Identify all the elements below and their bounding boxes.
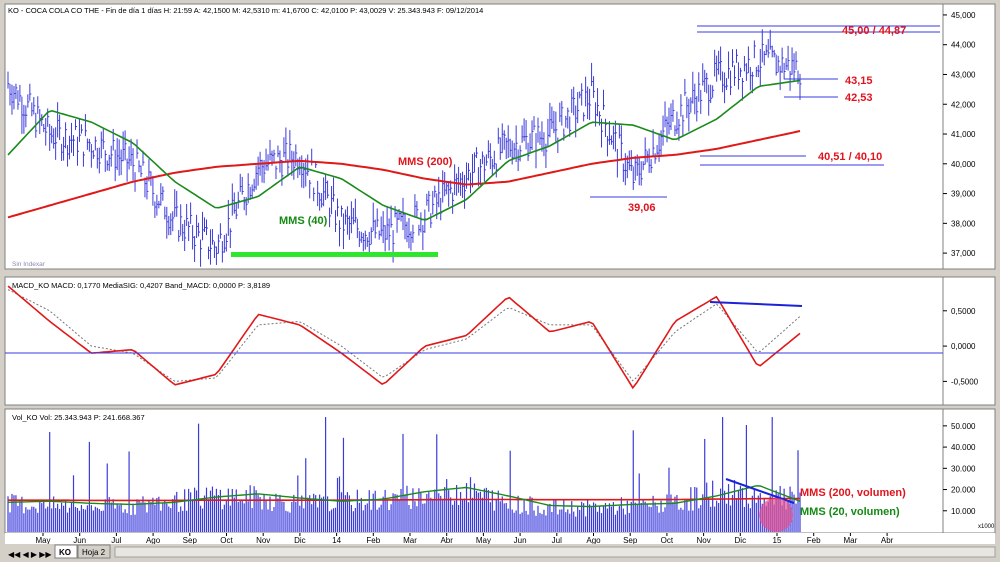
- x-tick-label: Dic: [735, 536, 747, 545]
- indicator-lines: [7, 79, 801, 508]
- y-tick-label: 41,000: [951, 130, 976, 139]
- tab-nav-arrows[interactable]: ◀◀ ◀ ▶ ▶▶: [8, 550, 52, 559]
- x-tick-label: 14: [332, 536, 341, 545]
- volume-axis-bg: [942, 408, 996, 534]
- macd-panel-bg: [4, 276, 944, 406]
- x-tick-label: Mar: [844, 536, 858, 545]
- y-tick-label: 0,0000: [951, 342, 976, 351]
- x-tick-label: 15: [773, 536, 782, 545]
- mms200-line: [7, 130, 801, 219]
- y-tick-label: 20.000: [951, 486, 976, 495]
- mms40-label: MMS (40): [279, 215, 328, 227]
- price-bars: [7, 29, 802, 267]
- x-axis-months: May Jun Jul Ago Sep Oct Nov Dic 14 Feb Mar Abr May Ju…: [35, 533, 894, 545]
- x-tick-label: Mar: [403, 536, 417, 545]
- x-tick-label: Ago: [146, 536, 161, 545]
- date-axis-bg: [5, 533, 995, 544]
- x-tick-label: May: [476, 536, 491, 545]
- volume-trend-line: [725, 478, 795, 504]
- x-tick-label: Jul: [552, 536, 562, 545]
- y-tick-label: 37,000: [951, 249, 976, 258]
- y-tick-label: 39,000: [951, 190, 976, 199]
- volume-mms200-line: [8, 497, 800, 502]
- tab-hoja-2-label[interactable]: Hoja 2: [82, 548, 106, 557]
- x-tick-label: Jul: [111, 536, 121, 545]
- y-tick-label: 40,000: [951, 160, 976, 169]
- y-tick-label: 44,000: [951, 41, 976, 50]
- x-tick-label: Abr: [440, 536, 453, 545]
- y-tick-label: 45,000: [951, 11, 976, 20]
- y-tick-label: 40.000: [951, 443, 976, 452]
- vol-mms20-label: MMS (20, volumen): [800, 506, 900, 518]
- level-label-top: 45,00 / 44,87: [842, 25, 906, 37]
- y-tick-label: 42,000: [951, 100, 976, 109]
- x-tick-label: Ago: [586, 536, 601, 545]
- price-axis-bg: [942, 3, 996, 270]
- x-tick-label: Nov: [256, 536, 270, 545]
- level-label-4315: 43,15: [845, 75, 873, 87]
- unindexed-watermark: Sin Indexar: [12, 261, 46, 268]
- level-label-3906: 39,06: [628, 202, 656, 214]
- y-tick-label: 50.000: [951, 422, 976, 431]
- macd-line: [7, 285, 801, 390]
- level-label-4253: 42,53: [845, 92, 873, 104]
- mms200-label: MMS (200): [398, 156, 453, 168]
- y-tick-label: 10.000: [951, 507, 976, 516]
- x-tick-label: Jun: [514, 536, 527, 545]
- x-tick-label: Feb: [366, 536, 380, 545]
- tab-ko[interactable]: [54, 544, 78, 559]
- volume-highlight-circle: [759, 498, 793, 532]
- level-label-4051: 40,51 / 40,10: [818, 151, 882, 163]
- y-tick-label: 43,000: [951, 70, 976, 79]
- x-tick-label: Sep: [183, 536, 198, 545]
- tab-ko-label[interactable]: KO: [59, 548, 71, 557]
- price-header: KO - COCA COLA CO THE - Fin de día 1 día…: [8, 6, 483, 15]
- x-tick-label: Jun: [73, 536, 86, 545]
- x-tick-label: Oct: [661, 536, 674, 545]
- volume-header: Vol_KO Vol: 25.343.943 P: 241.668.367: [12, 413, 145, 422]
- y-axis-ticks: 37,000 38,000 39,000 40,000 41,000 42,000 43,0…: [943, 11, 979, 516]
- macd-header: MACD_KO MACD: 0,1770 MediaSIG: 0,4207 Ba…: [12, 281, 270, 290]
- price-panel-bg: [4, 3, 944, 270]
- x-tick-label: May: [35, 536, 50, 545]
- x-tick-label: Feb: [807, 536, 821, 545]
- macd-divergence-line: [709, 301, 803, 307]
- x-tick-label: Sep: [623, 536, 638, 545]
- x-tick-label: Oct: [220, 536, 233, 545]
- volume-unit-label: x1000: [978, 524, 995, 530]
- x-tick-label: Dic: [294, 536, 306, 545]
- horizontal-scrollbar[interactable]: [114, 546, 996, 558]
- x-tick-label: Nov: [696, 536, 710, 545]
- x-tick-label: Abr: [881, 536, 894, 545]
- support-zone-bar: [231, 252, 438, 257]
- mms40-line: [7, 79, 801, 221]
- vol-mms200-label: MMS (200, volumen): [800, 487, 906, 499]
- y-tick-label: 30.000: [951, 464, 976, 473]
- tab-nav-arrows-icon[interactable]: ◀◀ ◀ ▶ ▶▶: [8, 550, 52, 559]
- volume-mms20-line: [7, 485, 801, 508]
- macd-axis-bg: [942, 276, 996, 406]
- y-tick-label: 38,000: [951, 219, 976, 228]
- tab-hoja-2[interactable]: [77, 544, 111, 559]
- macd-signal-line: [7, 289, 801, 382]
- y-tick-label: -0,5000: [951, 377, 979, 386]
- y-tick-label: 0,5000: [951, 307, 976, 316]
